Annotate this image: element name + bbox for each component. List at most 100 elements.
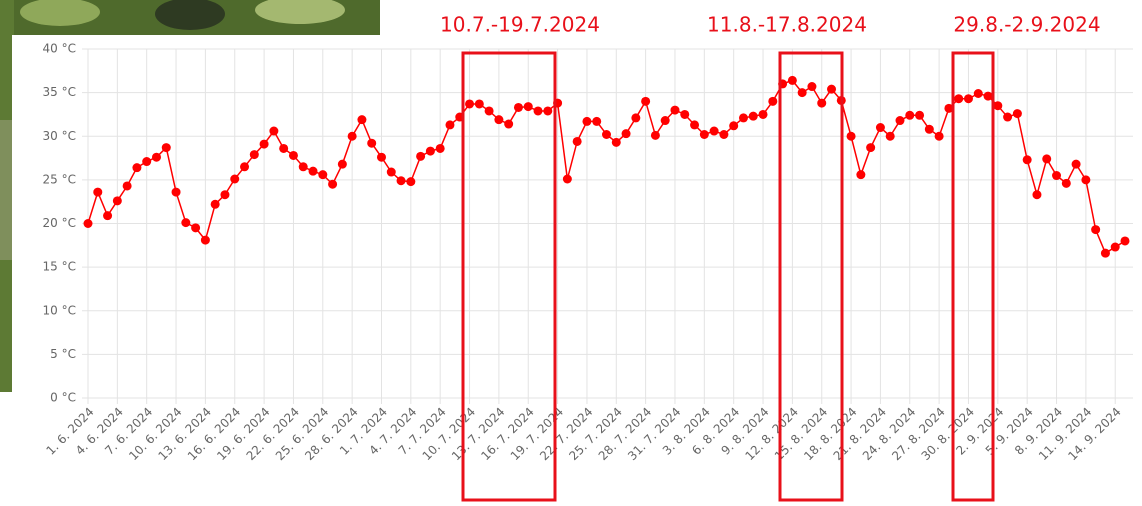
y-tick-label: 30 °C <box>43 129 76 143</box>
highlight-box <box>778 51 844 502</box>
data-point <box>367 138 377 148</box>
data-point <box>523 102 533 112</box>
data-point <box>465 99 475 109</box>
y-tick-label: 35 °C <box>43 85 76 99</box>
highlight-box <box>951 51 995 502</box>
data-point <box>298 162 308 172</box>
data-point <box>709 126 719 136</box>
annotation-label: 10.7.-19.7.2024 <box>440 13 600 37</box>
y-tick-label: 40 °C <box>43 42 76 56</box>
data-point <box>1042 154 1052 164</box>
data-point <box>973 88 983 98</box>
data-point <box>915 110 925 120</box>
data-point <box>963 94 973 104</box>
y-tick-label: 25 °C <box>43 172 76 186</box>
data-point <box>954 94 964 104</box>
y-tick-label: 10 °C <box>43 303 76 317</box>
data-point <box>474 99 484 109</box>
data-point <box>846 131 856 141</box>
data-point <box>171 187 181 197</box>
data-point <box>425 146 435 156</box>
data-point <box>895 116 905 126</box>
y-tick-label: 0 °C <box>50 391 76 405</box>
data-point <box>1071 159 1081 169</box>
data-point <box>396 176 406 186</box>
data-point <box>641 96 651 106</box>
data-point <box>1091 225 1101 235</box>
data-point <box>738 113 748 123</box>
data-point <box>592 116 602 126</box>
data-point <box>690 120 700 130</box>
annotation-label: 11.8.-17.8.2024 <box>707 13 867 37</box>
data-point <box>758 109 768 119</box>
data-point <box>562 174 572 184</box>
data-point <box>768 96 778 106</box>
data-point <box>934 131 944 141</box>
data-point <box>670 105 680 115</box>
data-point <box>572 136 582 146</box>
data-point <box>905 110 915 120</box>
data-point <box>318 170 328 180</box>
data-point <box>259 139 269 149</box>
data-point <box>729 121 739 131</box>
data-point <box>435 143 445 153</box>
data-point <box>161 143 171 153</box>
data-point <box>885 131 895 141</box>
data-point <box>817 98 827 108</box>
data-point <box>699 130 709 140</box>
data-point <box>210 199 220 209</box>
data-point <box>807 82 817 92</box>
data-point <box>240 162 250 172</box>
data-point <box>357 115 367 125</box>
data-point <box>445 120 455 130</box>
data-point <box>660 116 670 126</box>
data-point <box>680 109 690 119</box>
data-point <box>719 130 729 140</box>
data-point <box>406 177 416 187</box>
data-point <box>220 190 230 200</box>
data-point <box>142 157 152 167</box>
data-point <box>386 167 396 177</box>
data-point <box>1032 190 1042 200</box>
data-point <box>83 219 93 228</box>
data-point <box>1012 109 1022 119</box>
data-point <box>132 163 142 173</box>
data-point <box>347 131 357 141</box>
data-point <box>337 159 347 169</box>
data-point <box>288 150 298 160</box>
annotation-label: 29.8.-2.9.2024 <box>953 13 1100 37</box>
data-point <box>504 119 514 129</box>
data-point <box>230 174 240 184</box>
data-point <box>875 123 885 133</box>
data-point <box>513 102 523 112</box>
data-point <box>533 106 543 116</box>
data-point <box>1061 178 1071 188</box>
data-point <box>1003 112 1013 122</box>
y-tick-label: 20 °C <box>43 216 76 230</box>
data-point <box>151 152 161 162</box>
data-point <box>827 84 837 94</box>
data-point <box>122 181 132 191</box>
data-point <box>416 151 426 161</box>
data-point <box>328 179 338 189</box>
y-tick-label: 5 °C <box>50 347 76 361</box>
data-point <box>944 103 954 113</box>
data-point <box>631 113 641 123</box>
data-point <box>269 126 279 136</box>
data-point <box>484 106 494 116</box>
data-point <box>856 170 866 180</box>
data-point <box>93 187 103 197</box>
data-point <box>181 218 191 228</box>
data-point <box>787 75 797 85</box>
data-point <box>112 196 122 206</box>
data-point <box>993 101 1003 111</box>
data-point <box>376 152 386 162</box>
data-point <box>494 115 504 125</box>
data-point <box>200 235 210 245</box>
data-point <box>983 91 993 101</box>
data-point <box>748 111 758 121</box>
data-point <box>602 130 611 140</box>
data-point <box>1120 236 1130 246</box>
background-photo <box>0 0 380 392</box>
